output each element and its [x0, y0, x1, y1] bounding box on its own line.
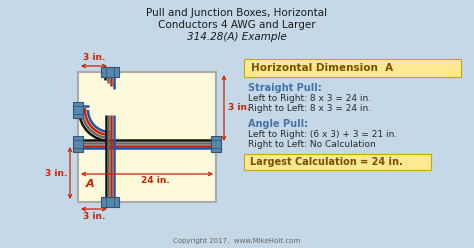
Text: 3 in.: 3 in. — [83, 53, 105, 62]
Bar — [101, 197, 119, 207]
Text: Angle Pull:: Angle Pull: — [248, 119, 308, 129]
Text: Left to Right: (6 x 3) + 3 = 21 in.: Left to Right: (6 x 3) + 3 = 21 in. — [248, 130, 397, 139]
Text: Left to Right: 8 x 3 = 24 in.: Left to Right: 8 x 3 = 24 in. — [248, 94, 371, 103]
Text: Pull and Junction Boxes, Horizontal: Pull and Junction Boxes, Horizontal — [146, 8, 328, 18]
Text: 3 in.: 3 in. — [83, 212, 105, 221]
Text: 3 in.: 3 in. — [228, 103, 250, 113]
Text: 3 in.: 3 in. — [45, 168, 67, 178]
Bar — [78, 72, 216, 202]
Bar — [211, 136, 221, 152]
Text: Largest Calculation = 24 in.: Largest Calculation = 24 in. — [250, 157, 403, 167]
Text: 314.28(A) Example: 314.28(A) Example — [187, 32, 287, 42]
Bar — [73, 136, 83, 152]
Text: Right to Left: 8 x 3 = 24 in.: Right to Left: 8 x 3 = 24 in. — [248, 104, 371, 113]
Bar — [101, 67, 119, 77]
FancyBboxPatch shape — [244, 154, 431, 170]
Bar — [73, 102, 83, 118]
Text: Conductors 4 AWG and Larger: Conductors 4 AWG and Larger — [158, 20, 316, 30]
Text: 24 in.: 24 in. — [141, 176, 169, 185]
Text: A: A — [86, 179, 94, 189]
Text: Horizontal Dimension  A: Horizontal Dimension A — [251, 63, 393, 73]
FancyBboxPatch shape — [244, 59, 461, 77]
Text: Right to Left: No Calculation: Right to Left: No Calculation — [248, 140, 376, 149]
Text: Straight Pull:: Straight Pull: — [248, 83, 322, 93]
Text: Copyright 2017,  www.MikeHolt.com: Copyright 2017, www.MikeHolt.com — [173, 238, 301, 244]
